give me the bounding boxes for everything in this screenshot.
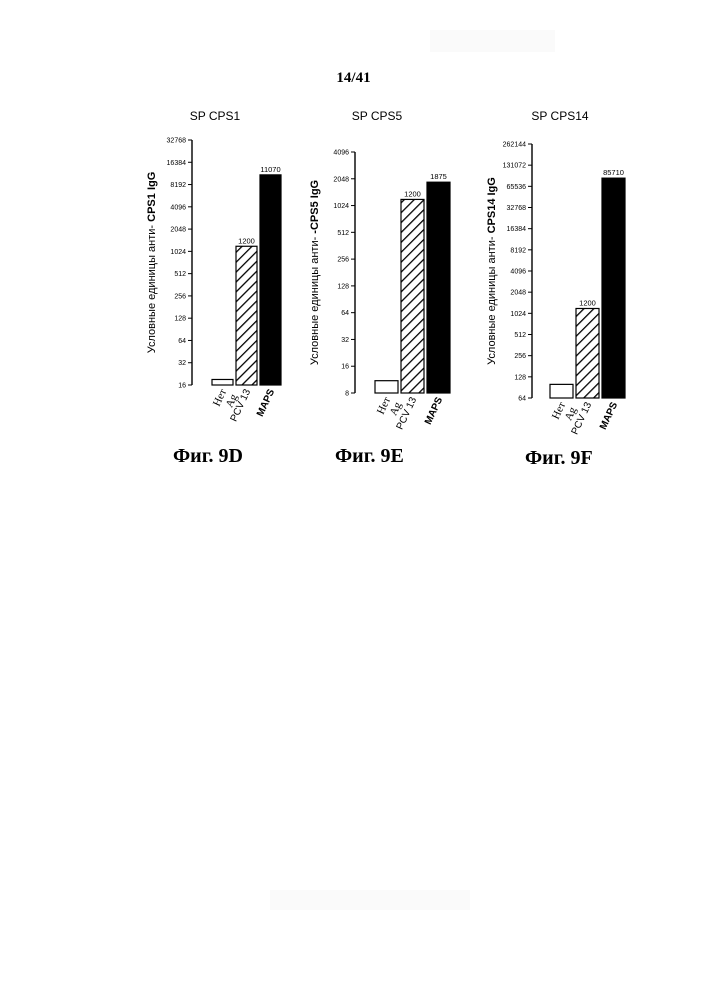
y-tick-label: 65536 [507,184,527,191]
y-tick-label: 16384 [167,160,187,167]
bar-maps [427,182,450,393]
category-label: MAPS [598,400,620,431]
y-tick-label: 32768 [507,205,527,212]
page-number: 14/41 [0,70,707,87]
y-tick-label: 512 [174,271,186,278]
chart-panel-cps14: SP CPS14 64 128 256 512 1024 2048 4096 8192 16384… [465,100,635,480]
bar-pcv13 [401,199,424,393]
y-axis-label-antigen: -CPS5 IgG [309,180,321,234]
category-label: MAPS [423,395,445,426]
y-tick-label: 4096 [170,204,186,211]
y-tick-label: 64 [341,310,349,317]
bar-maps [260,175,281,385]
y-tick-label: 256 [514,353,526,360]
figure-caption-9d: Фиг. 9D [173,445,243,468]
chart-cps5: SP CPS5 8 16 32 64 128 256 512 1024 2048 4096 Услов… [305,100,455,440]
y-tick-label: 16 [178,383,186,390]
y-tick-label: 131072 [503,163,526,170]
y-tick-label: 32768 [167,138,187,145]
figure-caption-9e: Фиг. 9E [335,445,404,468]
blank-box-bottom [270,890,470,910]
y-tick-label: 4096 [333,150,349,157]
chart-title-cps14: SP CPS14 [531,109,588,123]
y-tick-label: 1024 [333,203,349,210]
blank-box-top [430,30,555,52]
category-label-line: MAPS [598,400,620,431]
chart-title-cps1: SP CPS1 [190,109,241,123]
bar-maps [602,178,625,398]
y-tick-label: 16384 [507,226,527,233]
data-label: 85710 [603,168,624,177]
bar-pcv13 [576,308,599,398]
chart-cps1: SP CPS1 16 32 64 128 256 512 1024 2048 4096 8192 16… [140,100,290,440]
bar-no-ag [375,381,398,393]
y-axis-label: Условные единицы анти- CPS1 IgG [146,172,158,354]
y-tick-label: 256 [337,257,349,264]
bar-pcv13 [236,246,257,385]
y-tick-label: 64 [178,338,186,345]
category-label: MAPS [255,387,277,418]
category-label-line: MAPS [423,395,445,426]
y-axis-label-antigen: CPS1 IgG [146,172,158,222]
data-label: 1875 [430,172,447,181]
y-tick-label: 32 [178,360,186,367]
bar-no-ag [212,379,233,385]
y-axis-label-antigen: CPS14 IgG [486,177,498,233]
y-tick-label: 8192 [170,182,186,189]
y-tick-label: 128 [514,374,526,381]
y-tick-label: 262144 [503,142,526,149]
data-label: 1200 [404,189,421,198]
y-tick-label: 4096 [510,269,526,276]
data-label: 11070 [260,165,280,174]
y-tick-label: 1024 [510,311,526,318]
y-axis-label-prefix: Условные единицы анти- [146,222,158,353]
y-tick-label: 32 [341,337,349,344]
y-axis-label-prefix: Условные единицы анти- [486,233,498,364]
y-axis-label: Условные единицы анти- CPS14 IgG [486,177,498,365]
data-label: 1200 [238,236,255,245]
data-label: 1200 [579,298,596,307]
y-tick-label: 2048 [333,176,349,183]
y-tick-label: 8192 [510,247,526,254]
y-tick-label: 2048 [170,227,186,234]
y-tick-label: 1024 [170,249,186,256]
y-tick-label: 8 [345,391,349,398]
bar-no-ag [550,384,573,398]
category-label-line: MAPS [255,387,277,418]
chart-panel-cps1: SP CPS1 16 32 64 128 256 512 1024 2048 4096 8192 16… [140,100,290,480]
chart-title-cps5: SP CPS5 [352,109,403,123]
y-axis-label: Условные единицы анти- -CPS5 IgG [309,180,321,365]
y-tick-label: 512 [337,230,349,237]
chart-cps14: SP CPS14 64 128 256 512 1024 2048 4096 8192 16384… [465,100,635,440]
y-tick-label: 256 [174,293,186,300]
y-axis-label-prefix: Условные единицы анти- [309,234,321,365]
y-tick-label: 512 [514,332,526,339]
figure-caption-9f: Фиг. 9F [525,447,593,470]
y-tick-label: 2048 [510,290,526,297]
y-tick-label: 128 [337,283,349,290]
chart-panel-cps5: SP CPS5 8 16 32 64 128 256 512 1024 2048 4096 Услов… [305,100,455,480]
y-tick-label: 128 [174,316,186,323]
y-tick-label: 16 [341,364,349,371]
y-tick-label: 64 [518,396,526,403]
